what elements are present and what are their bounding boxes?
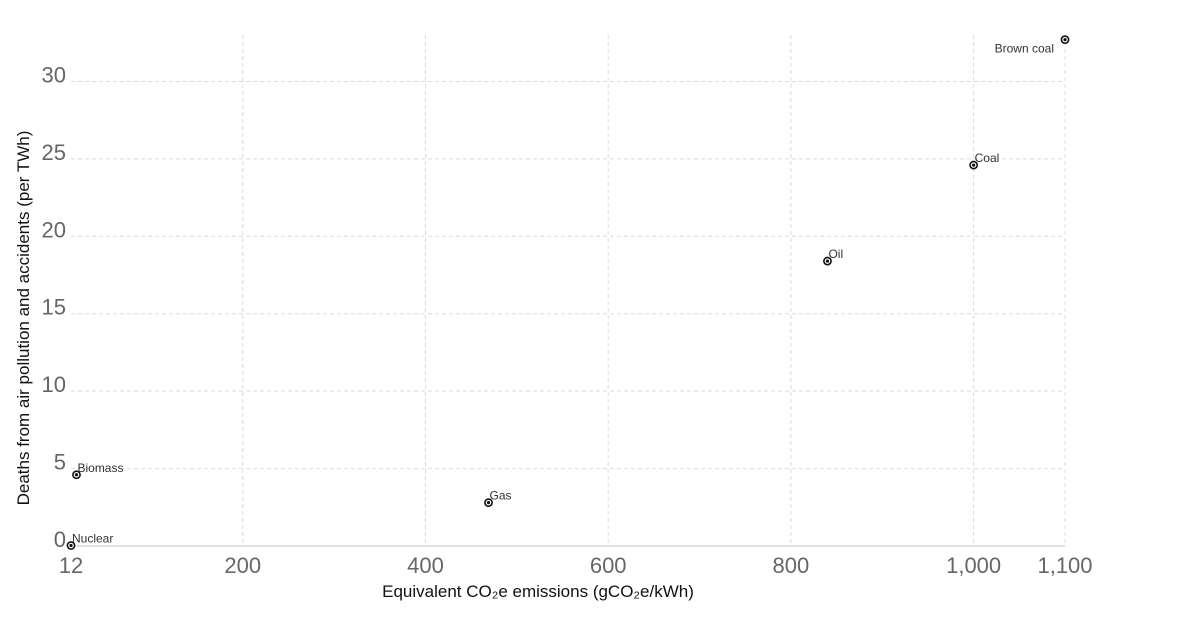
x-tick-label: 1,100 [1037,553,1092,578]
y-tick-label: 5 [54,450,66,475]
y-tick-label: 30 [42,62,66,87]
data-point: Oil [823,247,843,266]
point-marker-center [69,543,73,548]
y-tick-label: 25 [42,140,66,165]
data-point: Brown coal [995,35,1070,56]
x-tick-label: 600 [590,553,627,578]
point-marker-center [972,163,976,167]
data-points: Nuclear Biomass Gas Oil Coal Brown coal [66,35,1070,550]
data-point: Coal [969,151,1000,170]
x-axis-title: Equivalent CO₂e emissions (gCO₂e/kWh) [382,582,694,601]
point-marker-center [1063,38,1067,42]
y-tick-label: 10 [42,372,66,397]
y-axis-ticks: 0 5 10 15 20 25 30 [42,62,66,552]
point-label: Gas [490,489,512,503]
point-marker-center [486,501,491,505]
grid [71,35,1066,546]
data-point: Biomass [72,461,123,480]
x-tick-label: 1,000 [946,553,1001,578]
y-tick-label: 20 [42,217,66,242]
point-marker-center [74,473,79,477]
x-axis-ticks: 12 200 400 600 800 1,000 1,100 [59,553,1093,578]
x-tick-label: 200 [224,553,261,578]
y-axis-title: Deaths from air pollution and accidents … [14,131,33,506]
x-tick-label: 400 [407,553,444,578]
data-point: Nuclear [66,532,113,550]
point-label: Biomass [77,461,123,475]
point-label: Coal [975,151,1000,165]
x-tick-label: 800 [773,553,810,578]
point-label: Brown coal [995,42,1054,56]
y-tick-label: 15 [42,295,66,320]
point-label: Nuclear [72,532,113,546]
data-point: Gas [484,489,512,508]
y-tick-label: 0 [54,527,66,552]
point-marker-center [825,259,830,263]
point-label: Oil [828,247,843,261]
x-tick-label: 12 [59,553,83,578]
